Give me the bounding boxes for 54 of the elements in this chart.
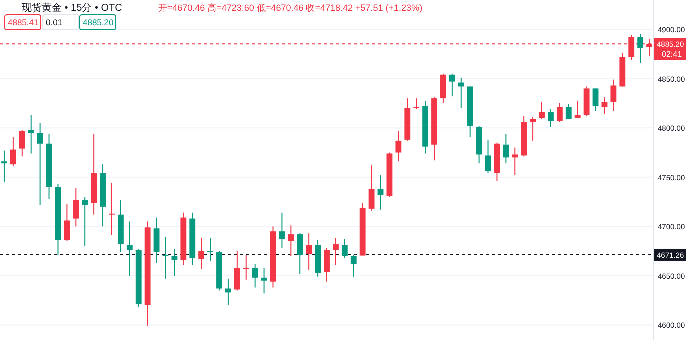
candlestick bbox=[396, 130, 402, 162]
annotation: 0.01 bbox=[46, 18, 63, 28]
candlestick bbox=[252, 264, 258, 288]
candlestick bbox=[324, 248, 330, 282]
candlestick bbox=[261, 268, 268, 294]
candlestick bbox=[279, 212, 286, 249]
candlestick bbox=[378, 174, 384, 210]
candlestick bbox=[539, 102, 545, 120]
candlestick bbox=[306, 233, 312, 271]
candlestick bbox=[610, 79, 617, 112]
candlestick bbox=[342, 238, 348, 259]
candlestick bbox=[512, 147, 518, 176]
candlestick bbox=[234, 250, 240, 292]
candlestick bbox=[225, 278, 232, 306]
candlestick bbox=[333, 238, 339, 266]
candlestick bbox=[2, 150, 8, 183]
candlestick bbox=[638, 34, 644, 64]
candlestick bbox=[548, 108, 554, 128]
annotation: 4885.41 bbox=[8, 18, 39, 28]
candlestick bbox=[243, 254, 250, 280]
candlestick bbox=[37, 122, 44, 206]
candlestick bbox=[485, 139, 492, 174]
candlestick bbox=[126, 221, 133, 276]
candlestick bbox=[162, 237, 169, 280]
candlestick bbox=[592, 88, 599, 112]
candlestick bbox=[458, 77, 464, 109]
candlestick bbox=[82, 196, 88, 247]
candlestick bbox=[368, 165, 375, 212]
candlestick bbox=[556, 102, 563, 123]
chart-title: 现货黄金 • 15分 • OTC bbox=[22, 2, 122, 14]
candlestick bbox=[602, 97, 608, 115]
text: 02:41 bbox=[662, 50, 683, 60]
candlestick bbox=[198, 238, 205, 270]
candlestick bbox=[28, 114, 34, 154]
candlestick bbox=[10, 136, 16, 168]
candlestick bbox=[109, 182, 115, 236]
chart-subtitle: 开=4670.46 高=4723.60 低=4670.46 收=4718.42 +57.51 (+1.23%) bbox=[158, 3, 423, 13]
candlestick bbox=[172, 248, 178, 276]
annotation: 4885.20 bbox=[83, 18, 114, 28]
candlestick bbox=[154, 217, 160, 264]
candlestick bbox=[64, 204, 70, 242]
candlestick bbox=[503, 134, 510, 164]
candlestick bbox=[19, 130, 26, 158]
candlestick bbox=[414, 98, 420, 110]
candlestick bbox=[297, 233, 304, 274]
candlestick bbox=[288, 225, 294, 257]
candlestick bbox=[574, 101, 581, 119]
candlestick bbox=[530, 116, 536, 142]
candlestick bbox=[208, 238, 214, 262]
candlestick bbox=[566, 104, 572, 120]
candlestick bbox=[449, 73, 456, 98]
candlestick bbox=[350, 254, 357, 278]
candlestick bbox=[440, 73, 446, 104]
candlestick bbox=[73, 188, 80, 228]
